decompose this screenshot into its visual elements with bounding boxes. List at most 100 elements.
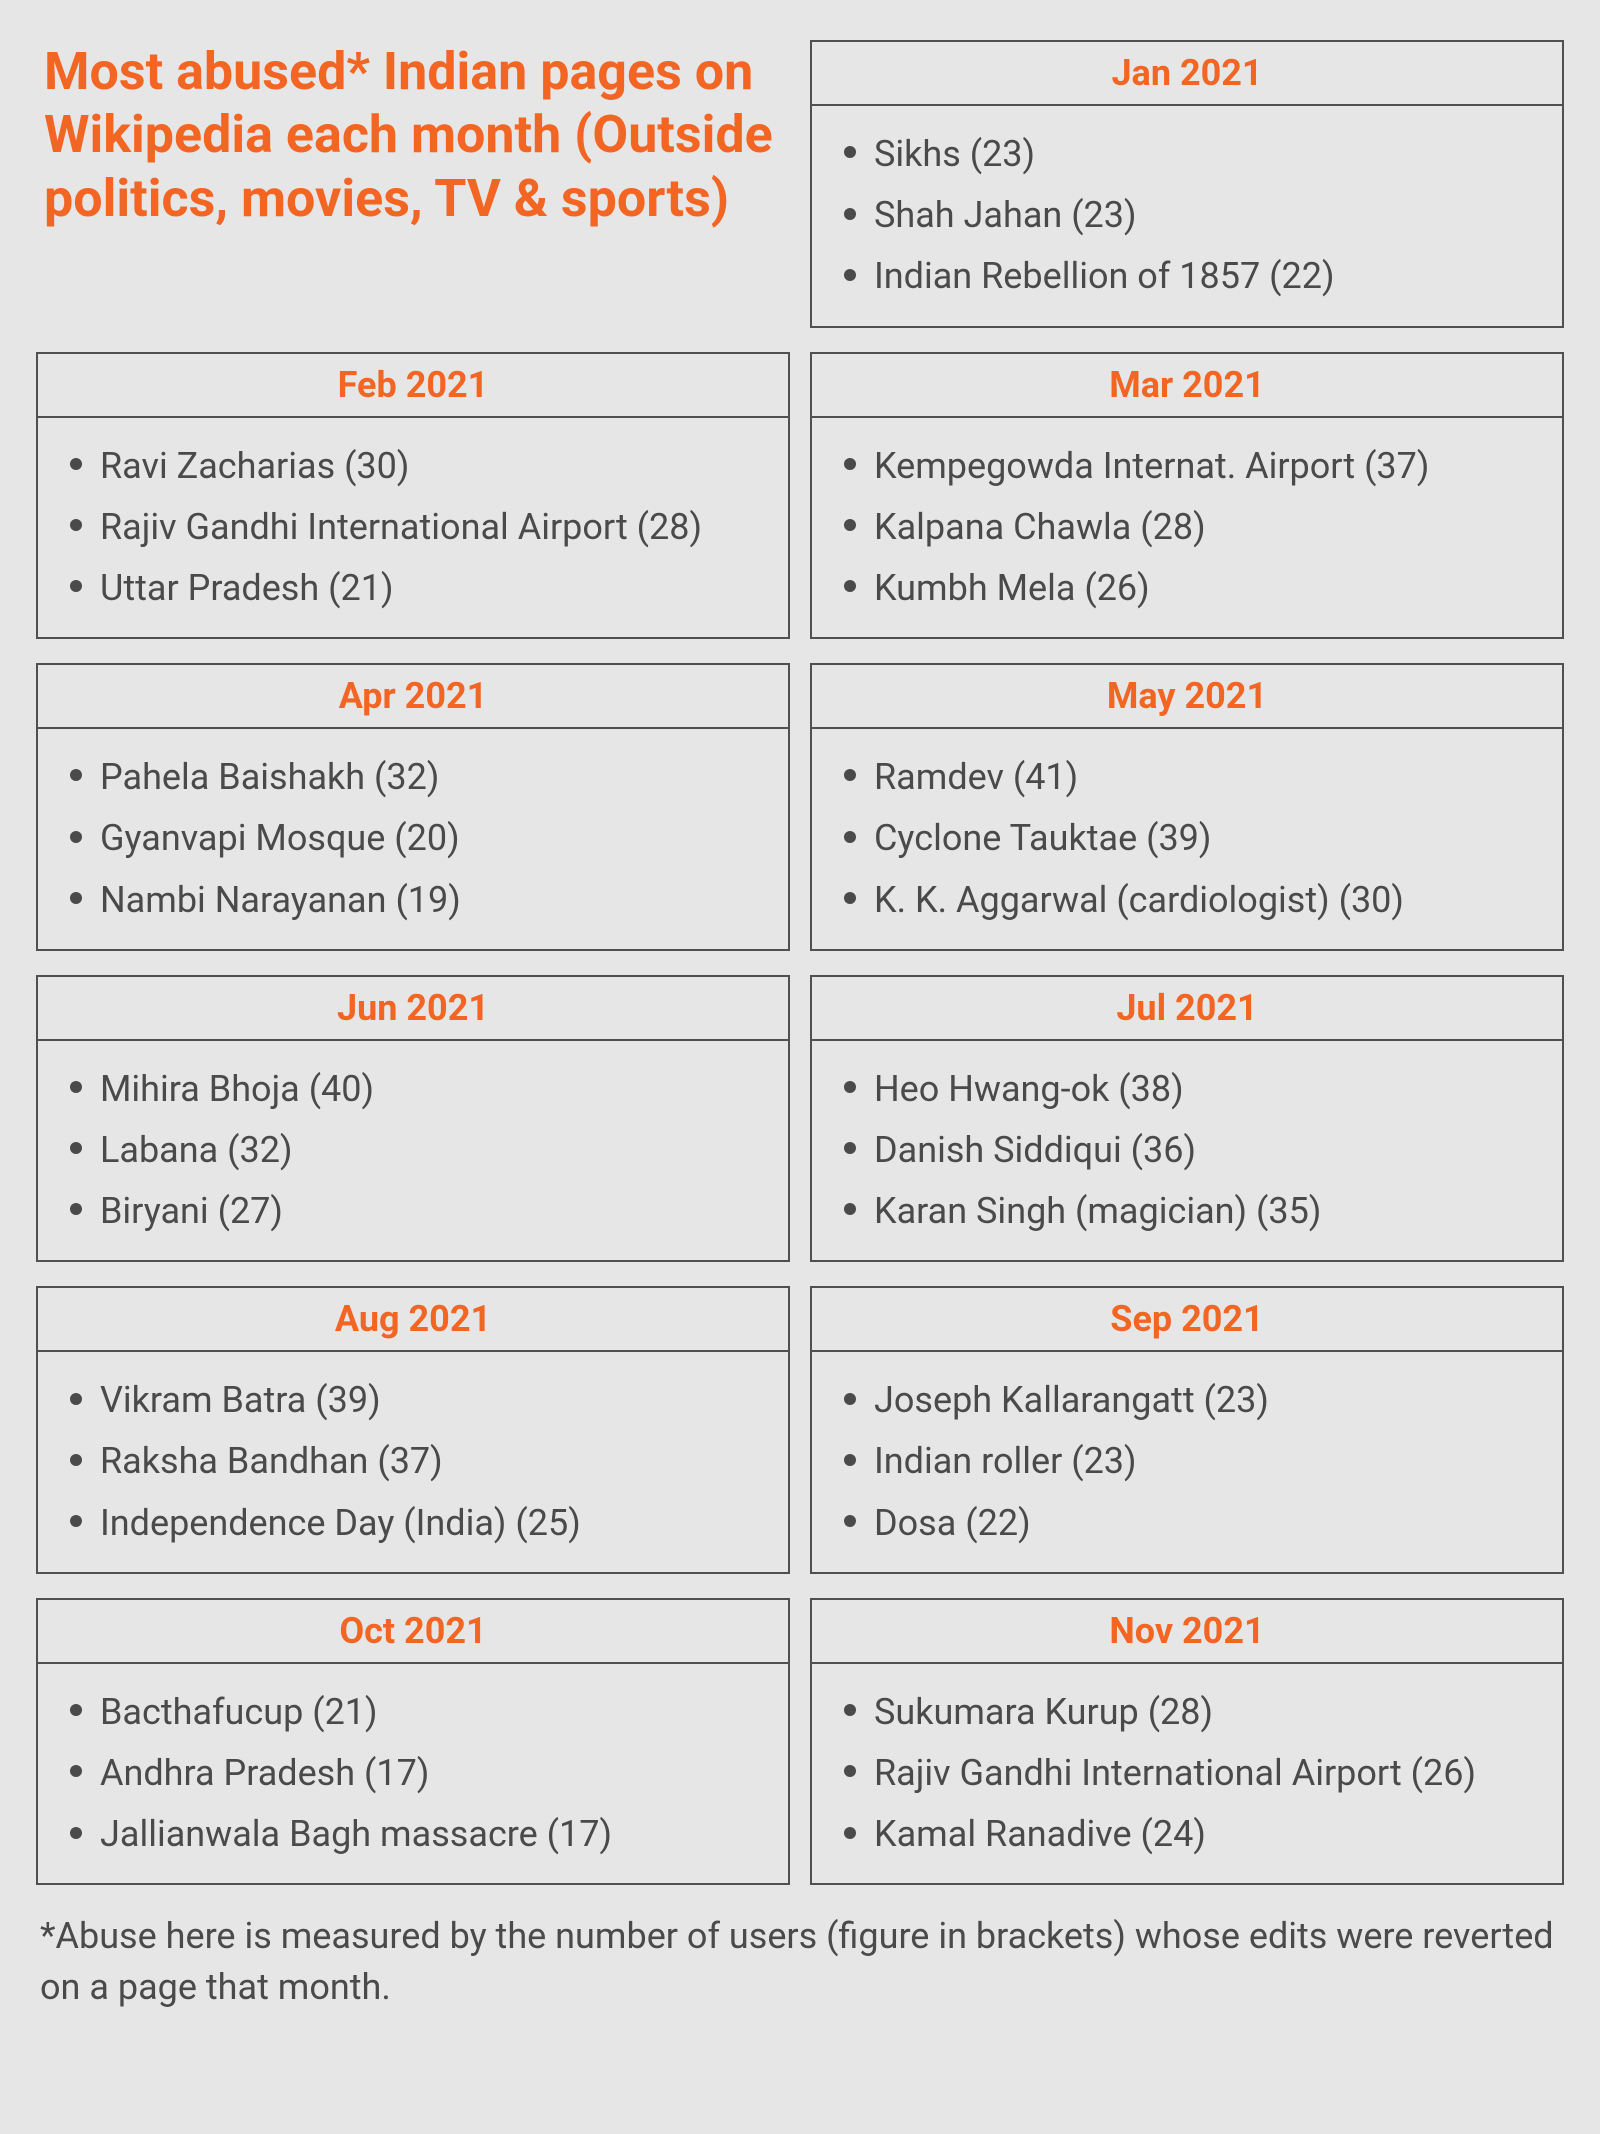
- list-item: Cyclone Tauktae (39): [840, 808, 1534, 869]
- list-item: Rajiv Gandhi International Airport (26): [840, 1743, 1534, 1804]
- page-name: Ravi Zacharias: [100, 445, 335, 487]
- list-item: Raksha Bandhan (37): [66, 1431, 760, 1492]
- revert-count: 38: [1131, 1068, 1171, 1110]
- month-body: Ravi Zacharias (30) Rajiv Gandhi Interna…: [38, 418, 788, 638]
- page-name: Karan Singh (magician): [874, 1190, 1247, 1232]
- revert-count: 20: [407, 817, 447, 859]
- revert-count: 28: [1153, 506, 1193, 548]
- list-item: Jallianwala Bagh massacre (17): [66, 1804, 760, 1865]
- page-name: Kalpana Chawla: [874, 506, 1131, 548]
- revert-count: 28: [1160, 1691, 1200, 1733]
- revert-count: 39: [328, 1379, 368, 1421]
- revert-count: 37: [1376, 445, 1416, 487]
- revert-count: 36: [1143, 1129, 1183, 1171]
- revert-count: 37: [390, 1440, 430, 1482]
- month-header: May 2021: [812, 665, 1562, 729]
- month-card-mar-2021: Mar 2021 Kempegowda Internat. Airport (3…: [810, 352, 1564, 640]
- page-name: Uttar Pradesh: [100, 567, 319, 609]
- page-name: Cyclone Tauktae: [874, 817, 1137, 859]
- page-name: Raksha Bandhan: [100, 1440, 368, 1482]
- revert-count: 17: [376, 1752, 416, 1794]
- revert-count: 24: [1153, 1813, 1193, 1855]
- revert-count: 22: [978, 1502, 1018, 1544]
- revert-count: 23: [982, 133, 1022, 175]
- list-item: Bacthafucup (21): [66, 1682, 760, 1743]
- revert-count: 19: [408, 879, 448, 921]
- list-item: Kamal Ranadive (24): [840, 1804, 1534, 1865]
- page-name: Kempegowda Internat. Airport: [874, 445, 1355, 487]
- revert-count: 23: [1216, 1379, 1256, 1421]
- page-name: Joseph Kallarangatt: [874, 1379, 1195, 1421]
- revert-count: 32: [240, 1129, 280, 1171]
- month-body: Bacthafucup (21) Andhra Pradesh (17) Jal…: [38, 1664, 788, 1884]
- page-name: Jallianwala Bagh massacre: [100, 1813, 538, 1855]
- month-header: Jan 2021: [812, 42, 1562, 106]
- month-body: Sikhs (23) Shah Jahan (23) Indian Rebell…: [812, 106, 1562, 326]
- revert-count: 23: [1084, 1440, 1124, 1482]
- page-name: Rajiv Gandhi International Airport: [874, 1752, 1402, 1794]
- revert-count: 35: [1268, 1190, 1308, 1232]
- list-item: Sikhs (23): [840, 124, 1534, 185]
- revert-count: 30: [1351, 879, 1391, 921]
- revert-count: 41: [1025, 756, 1065, 798]
- page-name: Indian Rebellion of 1857: [874, 255, 1260, 297]
- month-card-may-2021: May 2021 Ramdev (41) Cyclone Tauktae (39…: [810, 663, 1564, 951]
- month-header: Mar 2021: [812, 354, 1562, 418]
- month-header: Jun 2021: [38, 977, 788, 1041]
- page-name: Ramdev: [874, 756, 1004, 798]
- month-body: Sukumara Kurup (28) Rajiv Gandhi Interna…: [812, 1664, 1562, 1884]
- infographic-grid: Most abused* Indian pages on Wikipedia e…: [36, 40, 1564, 1885]
- list-item: Vikram Batra (39): [66, 1370, 760, 1431]
- revert-count: 26: [1423, 1752, 1463, 1794]
- month-card-jul-2021: Jul 2021 Heo Hwang-ok (38) Danish Siddiq…: [810, 975, 1564, 1263]
- page-name: Dosa: [874, 1502, 956, 1544]
- month-body: Ramdev (41) Cyclone Tauktae (39) K. K. A…: [812, 729, 1562, 949]
- page-name: Independence Day (India): [100, 1502, 506, 1544]
- revert-count: 21: [340, 567, 380, 609]
- revert-count: 25: [528, 1502, 568, 1544]
- list-item: Labana (32): [66, 1120, 760, 1181]
- month-card-feb-2021: Feb 2021 Ravi Zacharias (30) Rajiv Gandh…: [36, 352, 790, 640]
- revert-count: 32: [386, 756, 426, 798]
- month-card-jan-2021: Jan 2021 Sikhs (23) Shah Jahan (23) Indi…: [810, 40, 1564, 328]
- month-body: Heo Hwang-ok (38) Danish Siddiqui (36) K…: [812, 1041, 1562, 1261]
- page-name: Biryani: [100, 1190, 209, 1232]
- list-item: Indian roller (23): [840, 1431, 1534, 1492]
- page-name: Bacthafucup: [100, 1691, 303, 1733]
- page-name: Andhra Pradesh: [100, 1752, 355, 1794]
- month-body: Pahela Baishakh (32) Gyanvapi Mosque (20…: [38, 729, 788, 949]
- revert-count: 21: [325, 1691, 365, 1733]
- revert-count: 27: [230, 1190, 270, 1232]
- page-name: Kumbh Mela: [874, 567, 1075, 609]
- list-item: Independence Day (India) (25): [66, 1493, 760, 1554]
- list-item: Andhra Pradesh (17): [66, 1743, 760, 1804]
- revert-count: 28: [649, 506, 689, 548]
- list-item: Uttar Pradesh (21): [66, 558, 760, 619]
- page-name: Sikhs: [874, 133, 961, 175]
- page-name: Vikram Batra: [100, 1379, 306, 1421]
- list-item: Pahela Baishakh (32): [66, 747, 760, 808]
- list-item: Heo Hwang-ok (38): [840, 1059, 1534, 1120]
- revert-count: 26: [1097, 567, 1137, 609]
- revert-count: 40: [321, 1068, 361, 1110]
- list-item: Nambi Narayanan (19): [66, 870, 760, 931]
- list-item: Kempegowda Internat. Airport (37): [840, 436, 1534, 497]
- month-body: Mihira Bhoja (40) Labana (32) Biryani (2…: [38, 1041, 788, 1261]
- page-name: Kamal Ranadive: [874, 1813, 1132, 1855]
- revert-count: 39: [1158, 817, 1198, 859]
- month-card-oct-2021: Oct 2021 Bacthafucup (21) Andhra Pradesh…: [36, 1598, 790, 1886]
- page-name: Indian roller: [874, 1440, 1062, 1482]
- month-card-apr-2021: Apr 2021 Pahela Baishakh (32) Gyanvapi M…: [36, 663, 790, 951]
- revert-count: 17: [559, 1813, 599, 1855]
- month-body: Joseph Kallarangatt (23) Indian roller (…: [812, 1352, 1562, 1572]
- month-header: Aug 2021: [38, 1288, 788, 1352]
- list-item: Indian Rebellion of 1857 (22): [840, 246, 1534, 307]
- month-header: Apr 2021: [38, 665, 788, 729]
- page-name: Nambi Narayanan: [100, 879, 387, 921]
- month-header: Feb 2021: [38, 354, 788, 418]
- page-name: Heo Hwang-ok: [874, 1068, 1109, 1110]
- list-item: Shah Jahan (23): [840, 185, 1534, 246]
- month-header: Oct 2021: [38, 1600, 788, 1664]
- infographic-title: Most abused* Indian pages on Wikipedia e…: [36, 40, 790, 328]
- page-name: Danish Siddiqui: [874, 1129, 1122, 1171]
